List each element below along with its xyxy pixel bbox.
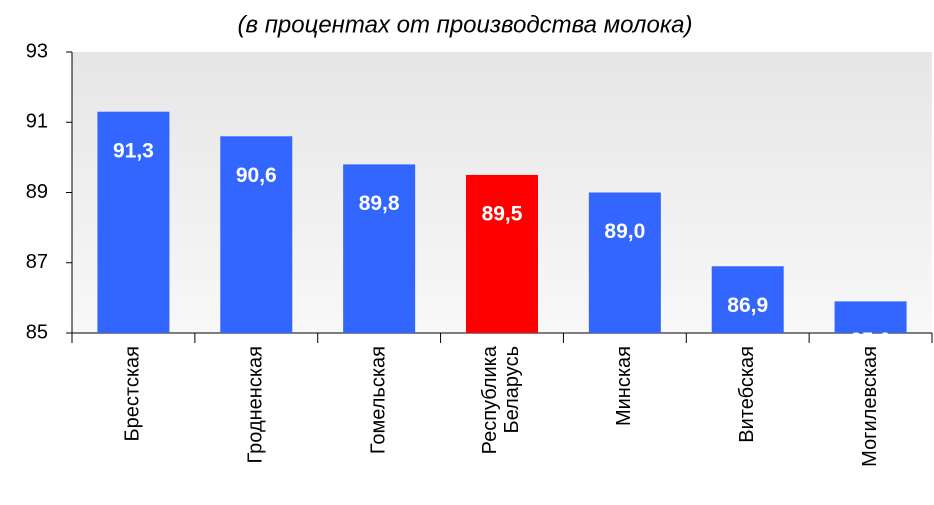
- value-label: 86,9: [727, 294, 768, 317]
- y-tick-label: 87: [26, 251, 48, 273]
- bar: [343, 164, 416, 333]
- value-label: 85,9: [850, 329, 891, 352]
- value-label: 89,5: [482, 202, 523, 225]
- x-tick-label: Гродненская: [245, 346, 267, 464]
- bar: [466, 174, 538, 333]
- y-tick-label: 85: [26, 321, 48, 343]
- x-tick-label: Минская: [613, 346, 635, 426]
- bar: [220, 136, 293, 333]
- x-tick-label: Витебская: [736, 346, 758, 443]
- chart-title: (в процентах от производства молока): [238, 11, 693, 38]
- bar: [97, 111, 170, 334]
- value-label: 91,3: [113, 139, 154, 162]
- y-tick-label: 89: [26, 181, 48, 203]
- bar: [834, 301, 907, 333]
- value-label: 89,0: [604, 220, 645, 243]
- x-tick-label: Брестская: [122, 346, 144, 441]
- bar: [711, 266, 784, 333]
- value-label: 89,8: [359, 192, 400, 215]
- x-tick-label: Могилевская: [859, 346, 881, 467]
- value-label: 90,6: [236, 164, 277, 187]
- x-tick-label: Гомельская: [367, 346, 389, 454]
- x-tick-label: РеспубликаБеларусь: [479, 345, 523, 454]
- y-tick-label: 91: [26, 111, 48, 133]
- y-tick-label: 93: [26, 40, 48, 62]
- bar: [588, 192, 661, 333]
